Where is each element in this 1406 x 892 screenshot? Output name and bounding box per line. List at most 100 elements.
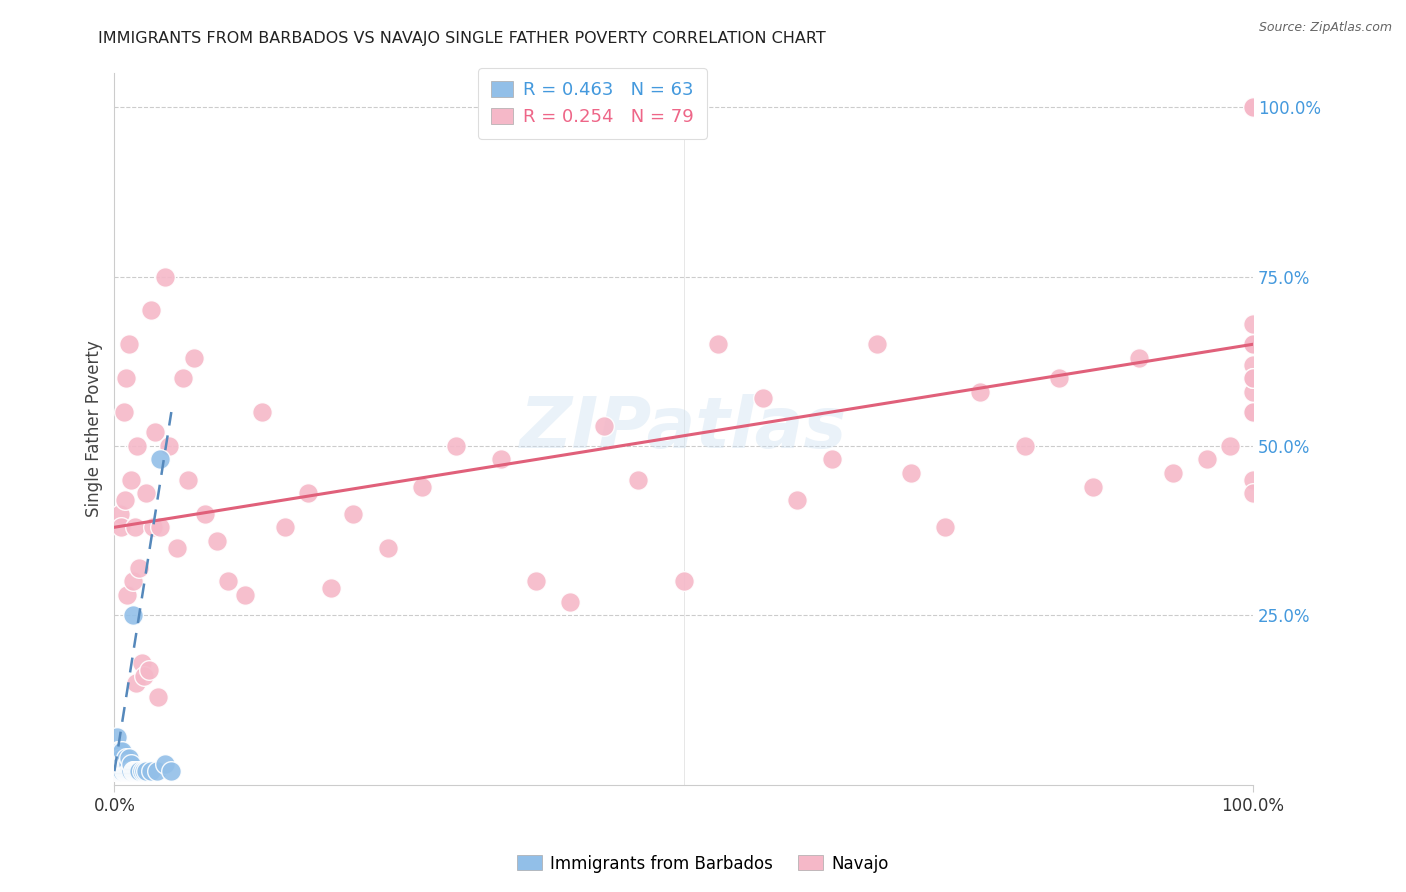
Point bbox=[112, 405, 135, 419]
Point bbox=[1161, 466, 1184, 480]
Point bbox=[104, 764, 127, 779]
Point bbox=[146, 690, 169, 704]
Point bbox=[114, 757, 136, 772]
Point bbox=[107, 744, 129, 758]
Point bbox=[1219, 439, 1241, 453]
Point bbox=[627, 473, 650, 487]
Point bbox=[128, 764, 150, 779]
Point bbox=[108, 761, 131, 775]
Point bbox=[1241, 384, 1264, 399]
Point bbox=[160, 764, 183, 779]
Point bbox=[121, 608, 143, 623]
Point bbox=[118, 764, 141, 779]
Point bbox=[127, 764, 149, 779]
Point bbox=[107, 757, 129, 772]
Point bbox=[411, 480, 433, 494]
Point bbox=[111, 757, 134, 772]
Point bbox=[104, 750, 127, 764]
Point bbox=[132, 669, 155, 683]
Y-axis label: Single Father Poverty: Single Father Poverty bbox=[86, 341, 103, 517]
Point bbox=[121, 473, 143, 487]
Point bbox=[217, 574, 239, 589]
Point bbox=[149, 452, 172, 467]
Point bbox=[117, 757, 139, 772]
Point bbox=[1241, 100, 1264, 114]
Point bbox=[115, 757, 138, 772]
Point bbox=[274, 520, 297, 534]
Point bbox=[121, 757, 143, 772]
Point bbox=[105, 761, 128, 775]
Point bbox=[1241, 405, 1264, 419]
Point bbox=[1128, 351, 1150, 365]
Point bbox=[1083, 480, 1105, 494]
Point bbox=[107, 750, 129, 764]
Point bbox=[145, 425, 167, 440]
Point bbox=[166, 541, 188, 555]
Point bbox=[111, 744, 134, 758]
Point bbox=[124, 764, 146, 779]
Point bbox=[110, 750, 132, 764]
Point bbox=[110, 520, 132, 534]
Text: ZIPatlas: ZIPatlas bbox=[520, 394, 848, 464]
Point bbox=[1047, 371, 1070, 385]
Point bbox=[110, 764, 132, 779]
Point bbox=[114, 764, 136, 779]
Point bbox=[444, 439, 467, 453]
Point bbox=[105, 731, 128, 745]
Point bbox=[1241, 486, 1264, 500]
Point bbox=[105, 764, 128, 779]
Point bbox=[491, 452, 513, 467]
Legend: Immigrants from Barbados, Navajo: Immigrants from Barbados, Navajo bbox=[510, 848, 896, 880]
Point bbox=[252, 405, 274, 419]
Point bbox=[172, 371, 194, 385]
Point bbox=[127, 439, 149, 453]
Point bbox=[900, 466, 922, 480]
Point bbox=[752, 392, 775, 406]
Point bbox=[139, 764, 162, 779]
Point bbox=[177, 473, 200, 487]
Point bbox=[157, 439, 180, 453]
Point bbox=[127, 764, 149, 779]
Point bbox=[558, 595, 581, 609]
Point bbox=[145, 764, 167, 779]
Point bbox=[115, 588, 138, 602]
Point bbox=[105, 750, 128, 764]
Point bbox=[1241, 473, 1264, 487]
Point bbox=[153, 269, 176, 284]
Point bbox=[153, 757, 176, 772]
Point bbox=[1241, 317, 1264, 331]
Point bbox=[110, 757, 132, 772]
Point bbox=[1241, 337, 1264, 351]
Point bbox=[108, 757, 131, 772]
Point bbox=[114, 757, 136, 772]
Point bbox=[121, 764, 143, 779]
Point bbox=[934, 520, 956, 534]
Point bbox=[205, 533, 228, 548]
Point bbox=[342, 507, 364, 521]
Point bbox=[104, 757, 127, 772]
Point bbox=[319, 581, 342, 595]
Point bbox=[107, 761, 129, 775]
Point bbox=[820, 452, 842, 467]
Point bbox=[1241, 100, 1264, 114]
Point bbox=[135, 486, 157, 500]
Point bbox=[118, 750, 141, 764]
Point bbox=[377, 541, 399, 555]
Legend: R = 0.463   N = 63, R = 0.254   N = 79: R = 0.463 N = 63, R = 0.254 N = 79 bbox=[478, 68, 707, 139]
Point bbox=[1014, 439, 1036, 453]
Point bbox=[108, 750, 131, 764]
Point bbox=[1241, 371, 1264, 385]
Point bbox=[108, 764, 131, 779]
Point bbox=[105, 744, 128, 758]
Point bbox=[121, 764, 143, 779]
Point bbox=[1241, 358, 1264, 372]
Point bbox=[1241, 337, 1264, 351]
Point bbox=[125, 764, 148, 779]
Point bbox=[105, 757, 128, 772]
Point bbox=[297, 486, 319, 500]
Point bbox=[114, 493, 136, 508]
Point bbox=[128, 561, 150, 575]
Point bbox=[132, 764, 155, 779]
Point bbox=[1241, 337, 1264, 351]
Point bbox=[108, 757, 131, 772]
